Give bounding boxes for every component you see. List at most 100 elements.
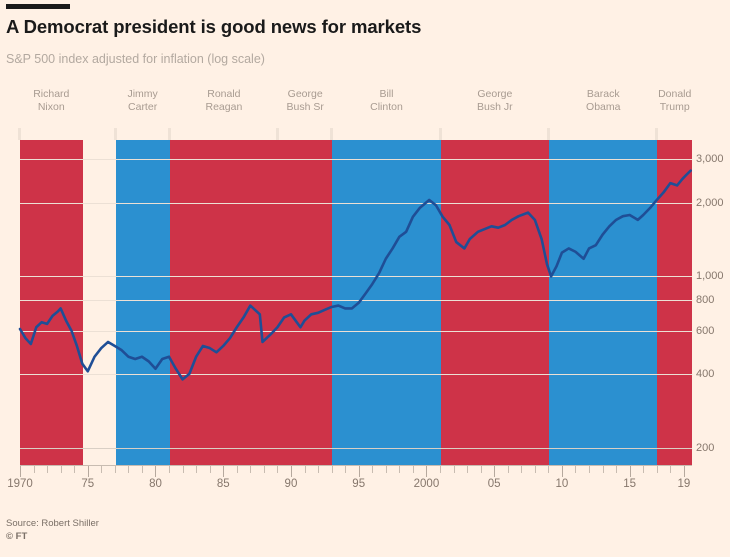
plot-area: [20, 140, 692, 465]
president-label: Bill Clinton: [370, 88, 403, 113]
x-axis-tick-label: 80: [149, 478, 162, 490]
x-axis-tick-label: 19: [677, 478, 691, 490]
president-band-george-bush sr: [278, 140, 333, 465]
x-axis-tick: [223, 466, 224, 477]
president-band-ronald-reagan: [169, 140, 279, 465]
president-label: Ronald Reagan: [205, 88, 243, 113]
president-band-jimmy-carter: [115, 140, 170, 465]
president-label: George Bush Jr: [477, 88, 513, 113]
chart-subtitle: S&P 500 index adjusted for inflation (lo…: [6, 52, 265, 66]
x-axis-tick: [399, 466, 400, 473]
x-axis-tick: [277, 466, 278, 473]
x-axis-tick-label: 90: [284, 478, 298, 490]
x-axis-tick: [413, 466, 414, 473]
y-axis-tick-label: 1,000: [696, 270, 724, 283]
x-axis-tick: [345, 466, 346, 473]
x-axis-tick: [359, 466, 360, 477]
x-axis-tick: [467, 466, 468, 473]
president-term-divider: [330, 128, 334, 140]
y-axis-tick-label: 800: [696, 294, 715, 307]
president-band-barack-obama: [549, 140, 658, 465]
gridline: [20, 448, 692, 449]
x-axis-tick: [210, 466, 211, 473]
president-term-divider: [438, 128, 442, 140]
x-axis-tick-label: 95: [352, 478, 366, 490]
x-axis-tick: [155, 466, 156, 477]
president-label: Barack Obama: [586, 88, 621, 113]
x-axis-tick: [332, 466, 333, 473]
x-axis-tick: [535, 466, 536, 473]
ft-top-rule: [6, 4, 70, 9]
x-axis-tick-label: 75: [81, 478, 95, 490]
president-label: Jimmy Carter: [127, 88, 158, 113]
y-axis-tick-label: 200: [696, 441, 715, 454]
x-axis-tick: [630, 466, 631, 477]
x-axis-tick: [47, 466, 48, 473]
x-axis-tick-label: 85: [216, 478, 230, 490]
x-axis-tick: [128, 466, 129, 473]
y-axis-tick-label: 600: [696, 324, 715, 337]
x-axis-tick: [643, 466, 644, 473]
x-axis-tick: [291, 466, 292, 477]
president-term-divider: [18, 128, 21, 140]
x-axis-tick: [74, 466, 75, 473]
source-note: Source: Robert Shiller: [6, 518, 99, 529]
gridline: [20, 331, 692, 332]
x-axis-tick: [494, 466, 495, 477]
x-axis-tick: [250, 466, 251, 473]
x-axis-tick: [684, 466, 685, 477]
president-term-divider: [167, 128, 171, 140]
x-axis-tick: [562, 466, 563, 477]
x-axis-tick: [169, 466, 170, 473]
x-axis-tick: [386, 466, 387, 473]
president-label: Richard Nixon: [33, 88, 70, 113]
x-axis-tick: [115, 466, 116, 473]
president-term-divider: [113, 128, 117, 140]
x-axis-tick-label: 10: [555, 478, 569, 490]
y-axis-tick-label: 2,000: [696, 196, 724, 209]
x-axis-tick: [508, 466, 509, 473]
x-axis-tick: [237, 466, 238, 473]
x-axis-line: [20, 465, 692, 466]
x-axis-tick-label: 1970: [7, 478, 33, 490]
x-axis-tick: [454, 466, 455, 473]
gridline: [20, 159, 692, 160]
president-band-donald-trump: [657, 140, 692, 465]
x-axis-tick: [670, 466, 671, 473]
x-axis-tick: [88, 466, 89, 477]
president-band-bill-clinton: [332, 140, 441, 465]
president-label: Donald Trump: [658, 88, 692, 113]
y-axis-tick-label: 400: [696, 367, 715, 380]
x-axis-tick: [101, 466, 102, 473]
x-axis-tick: [481, 466, 482, 473]
x-axis-tick: [575, 466, 576, 473]
x-axis-tick: [440, 466, 441, 473]
president-term-divider: [547, 128, 551, 140]
x-axis-tick: [34, 466, 35, 473]
gridline: [20, 276, 692, 277]
x-axis-tick: [196, 466, 197, 473]
x-axis-tick: [426, 466, 427, 477]
copyright-note: © FT: [6, 531, 28, 542]
y-axis-tick-label: 3,000: [696, 153, 724, 166]
x-axis-tick: [657, 466, 658, 473]
x-axis-tick: [616, 466, 617, 473]
x-axis-tick: [183, 466, 184, 473]
president-band-george-bush jr: [440, 140, 550, 465]
x-axis-tick: [548, 466, 549, 473]
gridline: [20, 300, 692, 301]
president-term-divider: [655, 128, 659, 140]
x-axis-tick: [20, 466, 21, 477]
x-axis-tick-label: 2000: [413, 478, 440, 490]
president-term-divider: [276, 128, 280, 140]
gridline: [20, 203, 692, 204]
x-axis-tick: [372, 466, 373, 473]
president-band-richard-nixon: [20, 140, 83, 465]
x-axis-tick: [142, 466, 143, 473]
page-title: A Democrat president is good news for ma…: [6, 16, 422, 37]
x-axis-tick: [603, 466, 604, 473]
x-axis-tick: [61, 466, 62, 473]
president-label: George Bush Sr: [286, 88, 324, 113]
x-axis-tick: [305, 466, 306, 473]
